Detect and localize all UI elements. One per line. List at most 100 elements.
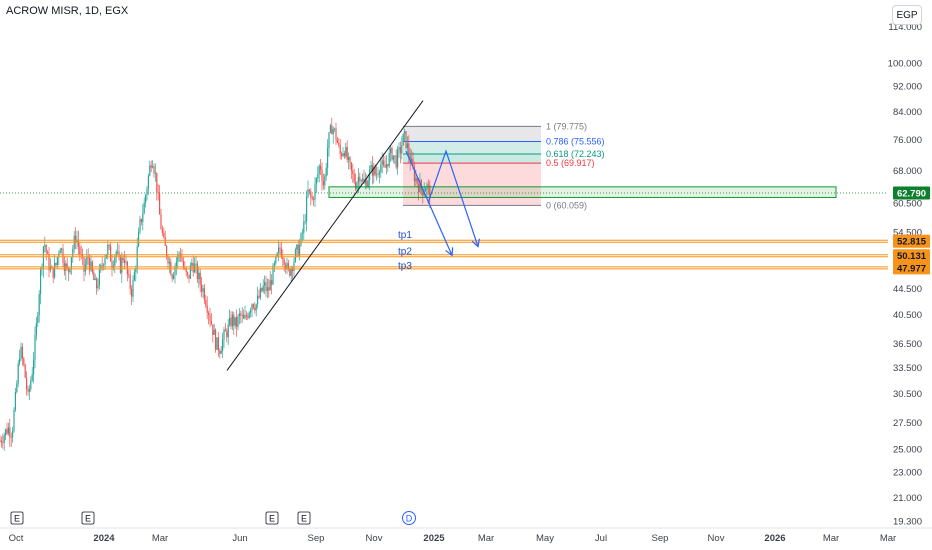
candle-body [381,160,383,165]
candle-body [34,334,36,360]
candle-body [5,429,7,436]
projection-arrow-primary[interactable] [427,149,479,247]
price-tag-tp3-text: 47.977 [897,263,926,274]
price-tag-tp2[interactable] [893,249,930,263]
target-lines[interactable]: tp1 tp2 tp3 [0,230,888,272]
candle-body [243,315,245,319]
candle-body [58,253,60,258]
earnings-marker-label: E [301,514,307,524]
time-tick-label: 2024 [93,533,115,544]
candle-body [54,262,56,278]
candle-body [7,427,9,434]
time-tick-label: Jul [595,533,607,544]
candle-body [31,374,33,381]
candle-body [59,249,61,254]
candle-body [300,233,302,246]
candle-body [40,269,42,294]
candle-body [248,312,250,318]
candle-body [320,165,322,170]
price-tick-label: 23.000 [893,468,922,479]
candle-body [222,339,224,351]
candle-body [244,314,246,319]
candle-body [335,128,337,140]
time-tick-label: Jun [232,533,247,544]
candle-body [378,172,380,175]
candle-body [128,274,130,276]
trend-line[interactable] [226,100,424,371]
price-tag-last[interactable] [893,186,930,200]
candle-body [209,314,211,321]
earnings-marker-icon[interactable] [265,511,279,525]
candle-body [329,125,331,133]
candle-body [362,178,364,181]
candle-body [76,239,78,243]
candle-body [240,313,242,316]
candle-body [129,274,131,289]
candle-body [94,278,96,280]
candle-body [391,147,393,160]
arrow-head-icon [471,238,480,248]
candle-body [66,263,68,268]
candle-body [287,263,289,269]
candle-body [45,245,47,253]
time-tick-label: 2025 [423,533,445,544]
candle-body [178,253,180,255]
candle-body [385,164,387,168]
candle-body [12,430,14,438]
candle-body [376,174,378,176]
candle-body [122,257,124,260]
candle-body [416,177,418,184]
candle-body [156,172,158,193]
support-zone-rect[interactable] [328,186,837,198]
candle-body [150,165,152,168]
time-tick-label: May [536,533,554,544]
candle-body [56,257,58,266]
arrow-head-icon [445,247,454,257]
candle-body [331,125,333,135]
price-tag-tp1-text: 52.815 [897,237,927,248]
candle-body [349,157,351,163]
candle-body [146,188,148,196]
candle-body [20,346,22,359]
projection-arrow-secondary[interactable] [405,150,453,256]
price-axis[interactable]: 114.000 100.000 92.000 84.000 76.000 68.000 60… [888,0,932,528]
candle-body [296,244,298,250]
earnings-marker-icon[interactable] [10,511,24,525]
candle-body [140,218,142,223]
candle-body [257,295,259,305]
earnings-marker-icon[interactable] [81,511,95,525]
candle-body [233,314,235,326]
candle-body [343,153,345,157]
candle-body [21,346,23,359]
candle-body [118,251,120,257]
candle-body [70,257,72,269]
price-tick-label: 68.000 [893,166,922,177]
candle-body [336,139,338,143]
candle-body [86,256,88,265]
price-tag-tp1[interactable] [893,234,930,248]
candle-body [210,320,212,325]
candle-body [406,143,408,148]
time-axis[interactable]: Oct 2024 Mar Jun Sep Nov 2025 Mar May Jul Sep Nov 20… [0,527,932,544]
candle-body [208,312,210,315]
candle-body [262,285,264,292]
candle-body [339,145,341,154]
candle-body [182,261,184,268]
price-tag-tp3[interactable] [893,261,930,275]
candle-body [258,295,260,298]
drawings[interactable] [226,100,480,371]
currency-button[interactable]: EGP [892,5,922,25]
fibonacci-retracement[interactable]: 1 (79.775) 0.786 (75.556) 0.618 (72.243)0.… [403,121,605,210]
candle-body [370,164,372,171]
price-tick-label: 54.500 [893,227,922,238]
time-tick-label: Mar [880,533,896,544]
support-zone[interactable] [328,186,837,198]
fib-level-label: 0.786 (75.556) [546,137,605,147]
earnings-marker-icon[interactable] [297,511,311,525]
candle-body [352,170,354,174]
candle-body [157,192,159,194]
candle-body [47,252,49,254]
dividend-marker-icon[interactable] [402,511,416,525]
